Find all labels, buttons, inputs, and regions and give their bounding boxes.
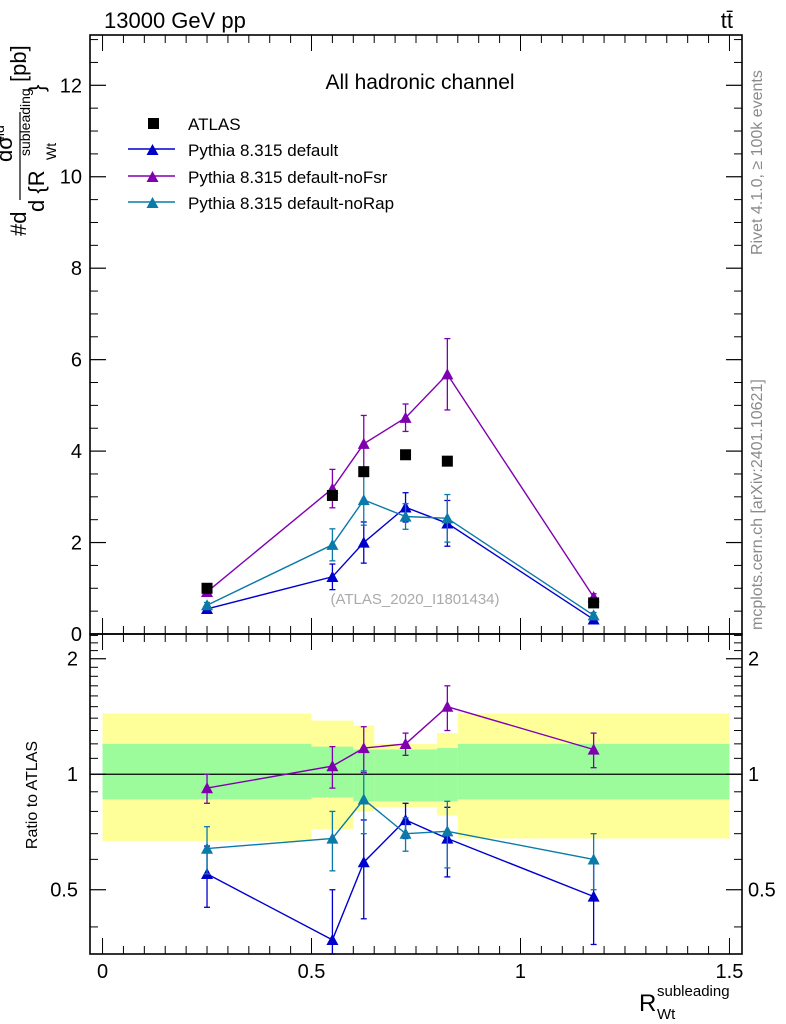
ratio-series-point-2: [357, 793, 370, 805]
main-y-tick-label: 8: [71, 258, 82, 280]
main-y-tick-label: 10: [60, 167, 82, 189]
ratio-series-point-0: [326, 933, 339, 946]
main-y-ticks: 0 2 4 6 8 10 12: [60, 35, 742, 646]
legend-marker-default: [146, 144, 159, 155]
xlabel-sup: subleading: [657, 983, 730, 1000]
legend-label-default: Pythia 8.315 default: [188, 141, 339, 160]
atlas-data-point: [441, 455, 453, 467]
main-series-point-0: [357, 536, 370, 548]
ratio-series-point-1: [357, 742, 370, 754]
ratio-y-tick-label-right: 1: [748, 764, 759, 786]
ratio-y-tick-label-right: 0.5: [748, 880, 776, 902]
ylabel-denominator-sup: subleading: [17, 88, 33, 156]
atlas-data-point: [588, 597, 600, 609]
main-data-marks: [201, 337, 600, 625]
ratio-y-tick-label-left: 2: [67, 649, 78, 671]
ylabel-numerator: dσ: [0, 136, 17, 162]
ratio-series-point-2: [587, 853, 600, 865]
ratio-inner-band: [374, 749, 437, 802]
main-series-point-2: [399, 510, 412, 522]
atlas-data-point: [201, 582, 213, 594]
ylabel-prefix: #d: [6, 212, 31, 236]
ratio-series-line-0: [206, 819, 594, 941]
ratio-series-point-0: [357, 856, 370, 868]
main-series-point-2: [201, 599, 214, 611]
main-series-point-2: [441, 512, 454, 524]
x-tick-label: 1: [515, 961, 526, 983]
main-y-axis-label: #d dσ fid d {R subleading Wt } [pb]: [0, 45, 59, 236]
ratio-ticks: 0.5 0.5 1 1 2 2 0 0.5 1 1.5: [50, 634, 776, 983]
ratio-y-tick-label-left: 0.5: [50, 880, 78, 902]
ratio-series-point-1: [587, 743, 600, 755]
xlabel-sub: Wt: [657, 1006, 676, 1023]
process-label: tt̄: [721, 8, 733, 33]
ratio-panel: 0.5 0.5 1 1 2 2 0 0.5 1 1.5 Ratio to ATLAS: [24, 633, 776, 983]
ratio-y-tick-label-right: 2: [748, 649, 759, 671]
main-series-line-0: [206, 506, 594, 620]
ratio-series-point-1: [201, 782, 214, 794]
main-series-line-1: [206, 373, 595, 598]
chart-title: All hadronic channel: [325, 71, 514, 94]
legend-label-nofsr: Pythia 8.315 default-noFsr: [188, 168, 388, 187]
legend-marker-norap: [146, 197, 159, 208]
main-y-tick-label: 12: [60, 75, 82, 97]
atlas-data-point: [326, 489, 338, 501]
rivet-version-label: Rivet 4.1.0, ≥ 100k events: [749, 70, 766, 255]
ratio-y-tick-label-left: 1: [67, 764, 78, 786]
legend-label-norap: Pythia 8.315 default-noRap: [188, 194, 394, 213]
x-tick-label: 1.5: [716, 961, 744, 983]
ratio-series-point-1: [399, 737, 412, 749]
main-y-tick-label: 6: [71, 350, 82, 372]
main-series-point-0: [326, 570, 339, 582]
ylabel-denominator-close: }: [24, 85, 49, 92]
atlas-data-point: [358, 466, 370, 478]
x-axis-label: R subleading Wt: [639, 983, 730, 1023]
x-tick-label: 0: [97, 961, 108, 983]
main-y-tick-label: 0: [71, 624, 82, 646]
analysis-watermark: (ATLAS_2020_I1801434): [330, 591, 499, 608]
ylabel-denominator: d {R: [24, 170, 49, 212]
ylabel-denominator-sub: Wt: [43, 143, 59, 160]
ratio-series-line-1: [206, 705, 594, 789]
ratio-y-axis-label: Ratio to ATLAS: [24, 741, 41, 849]
ratio-series-point-1: [441, 700, 454, 712]
legend-label-atlas: ATLAS: [188, 115, 241, 134]
main-series-point-1: [399, 411, 412, 423]
main-panel: All hadronic channel (ATLAS_2020_I180143…: [60, 34, 743, 646]
main-series-point-2: [587, 609, 600, 621]
legend-marker-atlas: [148, 118, 159, 129]
legend: ATLAS Pythia 8.315 default Pythia 8.315 …: [128, 115, 394, 213]
ratio-uncertainty-bands: [90, 713, 742, 841]
mcplots-label: mcplots.cern.ch [arXiv:2401.10621]: [749, 379, 766, 630]
ylabel-numerator-sup: fid: [0, 125, 7, 140]
ratio-series-point-2: [441, 825, 454, 837]
ratio-series-point-0: [587, 890, 600, 902]
main-y-tick-label: 2: [71, 533, 82, 555]
x-tick-label: 0.5: [298, 961, 326, 983]
atlas-data-point: [400, 449, 412, 461]
main-series-point-2: [326, 538, 339, 550]
main-y-tick-label: 4: [71, 441, 82, 463]
ratio-data-marks: [201, 685, 600, 955]
ratio-series-point-2: [326, 832, 339, 844]
main-series-point-1: [357, 437, 370, 449]
main-series-point-1: [441, 368, 454, 380]
ratio-series-point-2: [399, 827, 412, 839]
ratio-series-point-1: [326, 760, 339, 772]
energy-label: 13000 GeV pp: [104, 8, 246, 33]
ratio-frame: [89, 633, 743, 955]
main-series-point-2: [357, 494, 370, 506]
legend-marker-nofsr: [146, 171, 159, 182]
xlabel-main: R: [639, 990, 656, 1017]
ratio-series-point-2: [201, 842, 214, 854]
ylabel-unit: [pb]: [6, 45, 31, 82]
ratio-series-line-2: [206, 798, 594, 861]
main-series-line-2: [206, 499, 594, 616]
